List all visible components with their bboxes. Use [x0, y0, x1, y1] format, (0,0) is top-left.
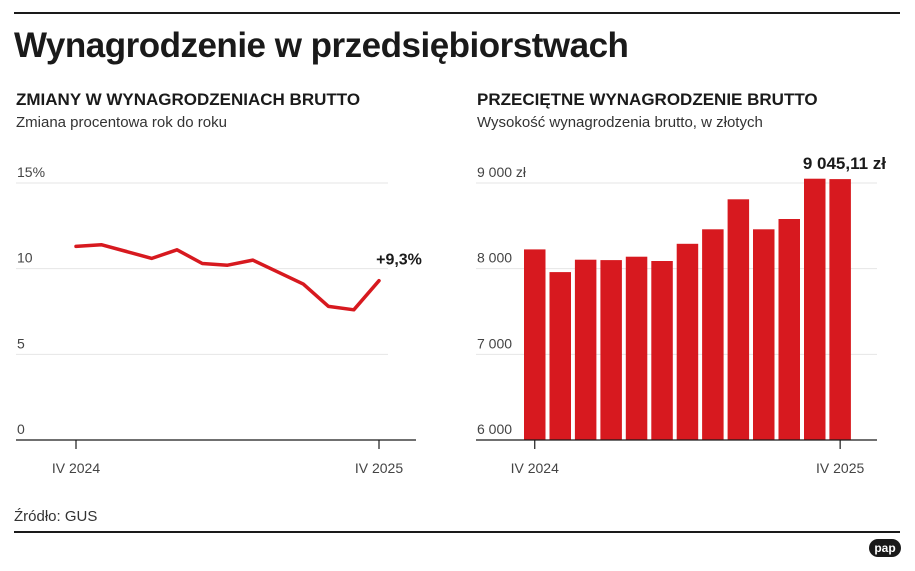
x-tick-label: IV 2024 — [52, 460, 100, 476]
bar — [549, 272, 571, 440]
bar — [524, 249, 546, 440]
series-line — [74, 242, 381, 312]
bar — [727, 199, 750, 440]
bottom-rule — [14, 531, 900, 533]
top-rule — [14, 12, 900, 14]
y-tick-label: 8 000 — [477, 250, 512, 266]
bar — [829, 179, 851, 440]
line-chart-subtitle: Zmiana procentowa rok do roku — [16, 114, 227, 131]
y-tick-label: 0 — [17, 421, 25, 437]
x-tick-label: IV 2025 — [355, 460, 403, 476]
y-tick-label: 7 000 — [477, 335, 512, 351]
y-tick-label: 10 — [17, 250, 33, 266]
x-tick-label: IV 2024 — [511, 460, 559, 476]
bar — [600, 260, 622, 440]
line-chart-title: ZMIANY W WYNAGRODZENIACH BRUTTO — [16, 90, 361, 109]
source-note: Źródło: GUS — [14, 508, 98, 525]
pap-logo: pap — [869, 539, 901, 557]
bar — [804, 178, 826, 440]
bar — [574, 259, 597, 440]
bar — [676, 243, 699, 440]
y-tick-label: 15% — [17, 164, 45, 180]
y-tick-label: 6 000 — [477, 421, 512, 437]
end-value-label: +9,3% — [376, 252, 422, 269]
end-value-label: 9 045,11 zł — [803, 154, 886, 173]
bar — [778, 219, 800, 440]
x-tick-label: IV 2025 — [816, 460, 864, 476]
y-tick-label: 5 — [17, 335, 25, 351]
bar — [753, 229, 775, 440]
bar — [702, 229, 724, 440]
page-title: Wynagrodzenie w przedsiębiorstwach — [14, 26, 629, 65]
bar — [625, 256, 648, 440]
bar — [651, 261, 673, 440]
bar-chart-subtitle: Wysokość wynagrodzenia brutto, w złotych — [477, 114, 763, 131]
y-tick-label: 9 000 zł — [477, 164, 527, 180]
bar-chart-title: PRZECIĘTNE WYNAGRODZENIE BRUTTO — [477, 90, 818, 109]
